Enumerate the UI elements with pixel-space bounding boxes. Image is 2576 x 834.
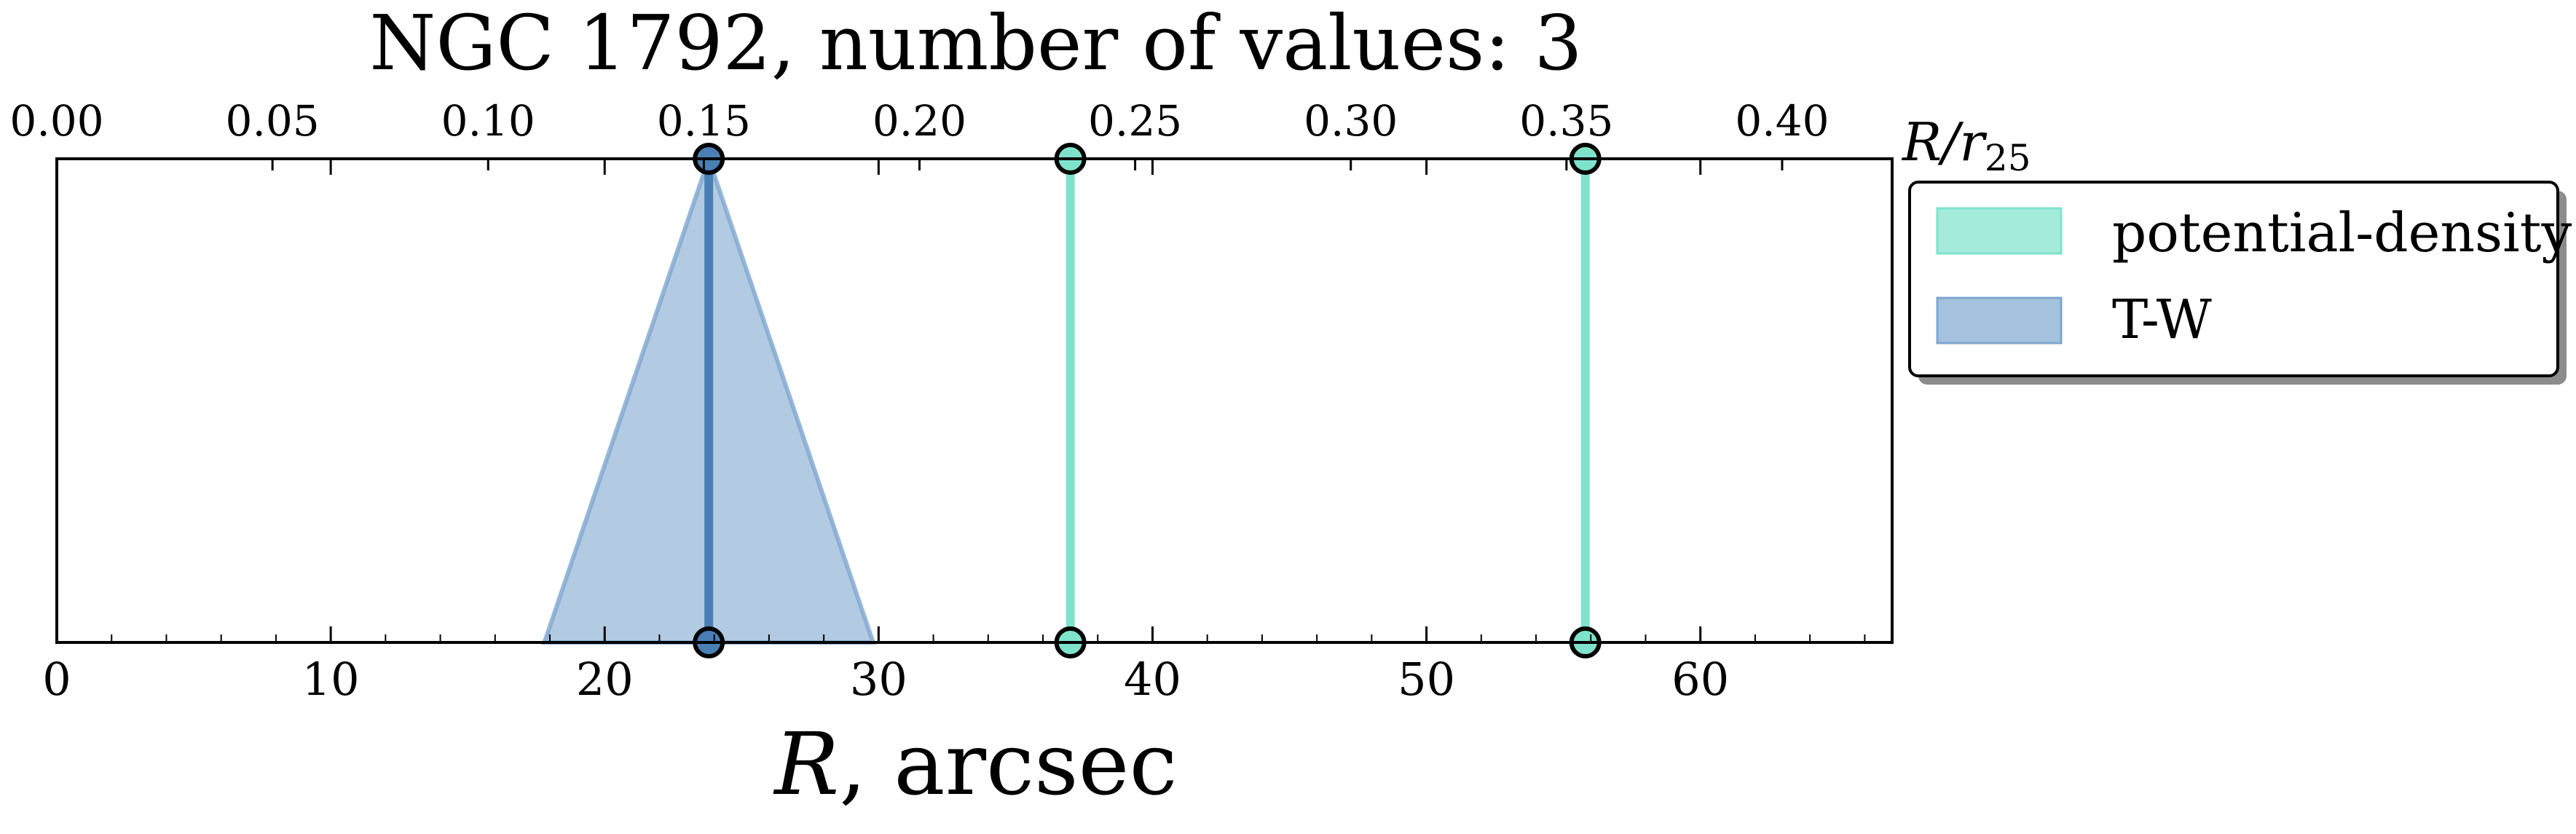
top-axis-label-subscript: 25 xyxy=(1985,137,2031,179)
chart-title: NGC 1792, number of values: 3 xyxy=(369,0,1582,87)
plot-frame xyxy=(55,157,1894,644)
x-tick-label: 0 xyxy=(42,653,71,706)
x-axis-label-text: , arcsec xyxy=(839,714,1177,814)
top-axis-label: R/r25 xyxy=(1901,111,2031,179)
x-tick-label: 60 xyxy=(1671,653,1729,706)
marks-layer xyxy=(541,143,1602,658)
x-tick-label: 10 xyxy=(302,653,360,706)
top-axis: 0.00 0.05 0.10 0.15 0.20 0.25 0.30 0.35 0.40 xyxy=(9,96,1829,170)
top-tick-label: 0.20 xyxy=(873,96,966,146)
top-axis-label-main: R/r xyxy=(1901,111,1987,173)
x-tick-label: 50 xyxy=(1398,653,1455,706)
legend: potential-density T-W xyxy=(1908,181,2572,385)
top-tick-label: 0.35 xyxy=(1519,96,1613,146)
x-axis-label: R, arcsec xyxy=(773,714,1177,814)
legend-swatch-t-w xyxy=(1936,296,2063,345)
top-tick-label: 0.30 xyxy=(1304,96,1398,146)
x-tick-label: 30 xyxy=(850,653,907,706)
bottom-axis: 0 10 20 30 40 50 60 xyxy=(42,159,1866,706)
top-tick-label: 0.10 xyxy=(441,96,535,146)
top-tick-label: 0.00 xyxy=(9,96,103,146)
x-tick-label: 20 xyxy=(576,653,634,706)
legend-label-potential-density: potential-density xyxy=(2112,202,2572,264)
top-tick-label: 0.25 xyxy=(1088,96,1182,146)
top-tick-label: 0.40 xyxy=(1735,96,1829,146)
legend-box xyxy=(1908,181,2559,377)
top-tick-label: 0.15 xyxy=(657,96,751,146)
top-tick-label: 0.05 xyxy=(226,96,320,146)
x-axis-label-symbol: R xyxy=(773,714,839,814)
legend-swatch-potential-density xyxy=(1936,207,2063,255)
x-tick-label: 40 xyxy=(1124,653,1181,706)
legend-label-t-w: T-W xyxy=(2112,288,2212,351)
